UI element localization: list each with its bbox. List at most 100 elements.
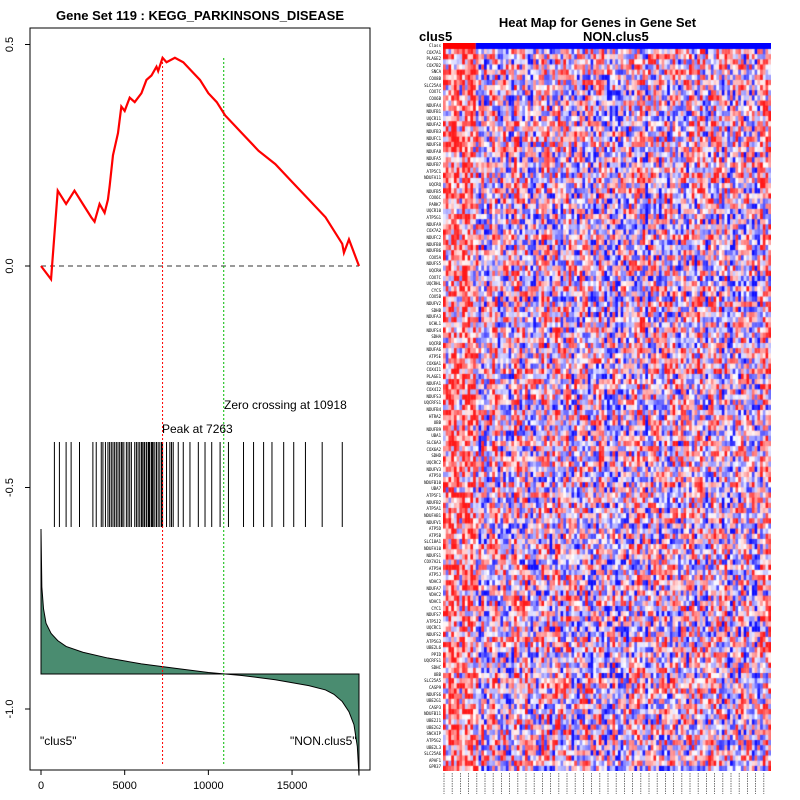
gene-label: NDUFC1 — [426, 135, 441, 141]
gene-label: NDUFV3 — [426, 466, 441, 472]
gene-label: SLC6A3 — [426, 440, 441, 446]
gene-label: Class — [428, 43, 441, 48]
gene-label: APAF1 — [428, 757, 441, 763]
gene-label: COX8B — [428, 76, 441, 82]
gene-label: NDUFB11 — [424, 711, 441, 717]
y-tick-label-3: -1.0 — [4, 700, 16, 719]
gene-label: ATP5H — [428, 565, 441, 571]
y-tick-label-0: 0.5 — [4, 37, 16, 52]
gene-label: NDUFS2 — [426, 632, 441, 638]
gene-label: SDHD — [431, 453, 441, 459]
group2-label: NON.clus5 — [583, 29, 649, 44]
gene-label: NDUFAB1 — [424, 512, 441, 518]
gene-label: SLC25A5 — [424, 678, 441, 684]
gsea-enrichment-plot: 0.5 0.0 -0.5 -1.0 0 5000 10000 15000 Gene Set 1… — [4, 8, 371, 792]
gene-label: NDUFA9 — [426, 221, 441, 227]
gene-label: COX7A1 — [426, 49, 441, 55]
gene-label: NDUFA11 — [424, 175, 441, 181]
gene-label: NDUFA6 — [426, 347, 441, 353]
gene-label: ATP5J2 — [426, 618, 441, 624]
gene-label: ATP5A1 — [426, 506, 441, 512]
sample-labels — [443, 773, 765, 794]
gene-label: NDUFS4 — [426, 327, 441, 333]
x-tick-label-3: 15000 — [277, 780, 308, 792]
gene-label: NDUFB9 — [426, 426, 441, 432]
gene-label: COX7A2L — [424, 559, 441, 565]
gene-label: NDUFS8 — [426, 142, 441, 148]
gene-label: SDHA — [431, 334, 441, 340]
gene-label: CYCS — [431, 287, 441, 293]
gene-label: PLAGE2 — [426, 56, 441, 62]
gene-label: COX7C — [428, 89, 441, 95]
ranked-metric-area — [40, 528, 360, 776]
zero-crossing-label: Zero crossing at 10918 — [224, 398, 347, 412]
gene-label: UBB — [433, 420, 441, 426]
gene-label: PPID — [431, 651, 441, 657]
gsea-title: Gene Set 119 : KEGG_PARKINSONS_DISEASE — [56, 8, 344, 23]
gene-labels: Class COX7A1 PLAGE2 COX7B2 SNCA COX8B SLC25A4 C… — [395, 43, 441, 771]
gene-label: UBA7 — [431, 486, 441, 492]
gene-label: UQCRC1 — [426, 625, 441, 631]
gene-label: CASP3 — [428, 704, 441, 710]
gene-label: COX5A — [428, 254, 441, 260]
gene-label: COX7C — [428, 274, 441, 280]
gene-label: UQCRFS1 — [424, 658, 441, 664]
gene-label: ATP5O — [428, 473, 441, 479]
peak-label: Peak at 7263 — [162, 422, 233, 436]
gene-label: CASP9 — [428, 684, 441, 690]
group1-label: clus5 — [419, 29, 453, 44]
gene-label: NDUFA1 — [426, 380, 441, 386]
gene-label: HTRA2 — [428, 413, 441, 419]
heatmap-title: Heat Map for Genes in Gene Set — [498, 15, 697, 30]
gene-label: UBE2L3 — [426, 744, 441, 750]
gene-label: NDUFA10 — [424, 545, 441, 551]
gene-label: NDUFS6 — [426, 691, 441, 697]
gene-label: NDUFC2 — [426, 234, 441, 240]
gene-label: ATP5G2 — [426, 737, 441, 743]
gene-label: ATP5G1 — [426, 215, 441, 221]
heatmap-panel: Heat Map for Genes in Gene Set clus5 NON… — [395, 0, 800, 800]
gene-label: NDUFA3 — [426, 314, 441, 320]
x-tick-label-2: 10000 — [193, 780, 224, 792]
left-class-label: "clus5" — [40, 734, 77, 748]
gene-label: SDHC — [431, 665, 441, 671]
gene-label: GPR37 — [428, 764, 441, 770]
gene-label: ATP5D — [428, 526, 441, 532]
gene-label: SLC25A6 — [424, 751, 441, 757]
gene-label: NDUFB10 — [424, 479, 441, 485]
gene-label: UBA1 — [431, 433, 441, 439]
gene-label: UBE2J1 — [426, 718, 441, 724]
gene-label: COX4I1 — [426, 367, 441, 373]
gene-label: NDUFS5 — [426, 261, 441, 267]
gene-label: UQCRH — [428, 268, 441, 274]
gene-label: NDUFB7 — [426, 162, 441, 168]
gene-label: SDHB — [431, 307, 441, 313]
gene-label: VDAC1 — [428, 598, 441, 604]
gene-label: ATP5J — [428, 572, 441, 578]
gene-label: NDUFS1 — [426, 552, 441, 558]
gene-label: SNCA — [431, 69, 441, 75]
gene-label: UQCRFS1 — [424, 400, 441, 406]
gene-label: NDUFA2 — [426, 122, 441, 128]
gene-label: PLAGE1 — [426, 373, 441, 379]
gene-label: NDUFB2 — [426, 499, 441, 505]
gene-label: SNCAIP — [426, 731, 441, 737]
gene-label: UQCR10 — [426, 208, 441, 214]
gene-label: SLC18A1 — [424, 539, 441, 545]
gene-label: NDUFA8 — [426, 148, 441, 154]
gene-label: ATP5G3 — [426, 638, 441, 644]
gene-label: NDUFS3 — [426, 393, 441, 399]
gene-label: COX6A2 — [426, 446, 441, 452]
gene-label: COX7A2 — [426, 228, 441, 234]
gene-label: COX7B2 — [426, 62, 441, 68]
gene-label: NDUFS7 — [426, 612, 441, 618]
gene-label: NDUFB5 — [426, 188, 441, 194]
gene-label: NDUFB8 — [426, 241, 441, 247]
y-tick-label-1: 0.0 — [4, 258, 16, 273]
gene-label: ATP5E — [428, 354, 441, 360]
gene-label: UBE2G1 — [426, 698, 441, 704]
gene-label: UBE2L6 — [426, 645, 441, 651]
gene-label: UBB — [433, 671, 441, 677]
gene-label: UQCRC2 — [426, 459, 441, 465]
gene-label: COX4I2 — [426, 387, 441, 393]
